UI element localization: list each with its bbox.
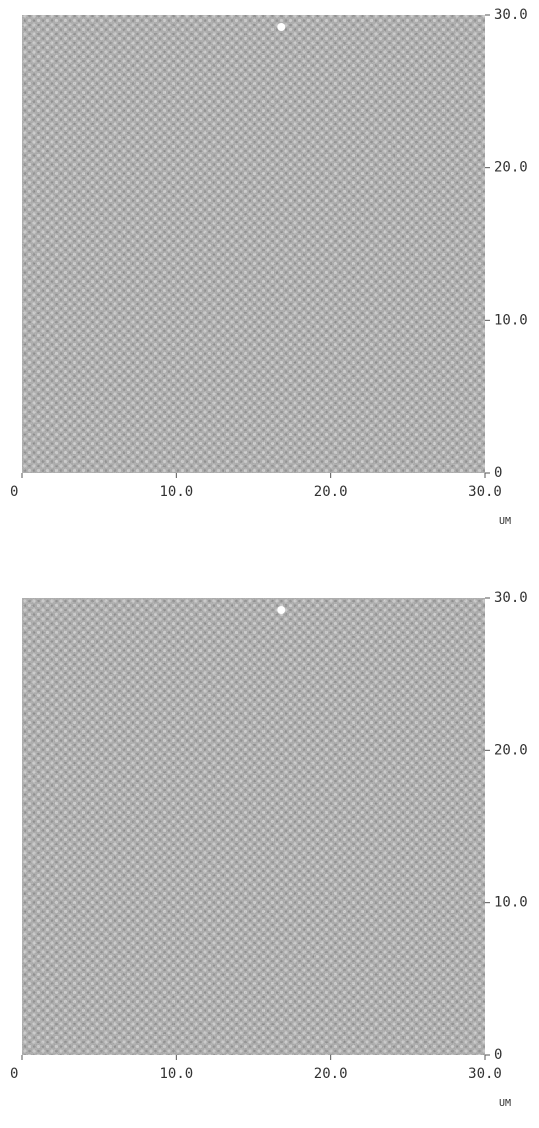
x-tick-label: 20.0: [314, 484, 348, 500]
y-tick-label: 0: [494, 1047, 502, 1063]
y-tick-label: 20.0: [494, 160, 528, 176]
scan-image: [22, 598, 485, 1055]
y-tick-label: 30.0: [494, 590, 528, 606]
y-tick-label: 10.0: [494, 312, 528, 328]
x-tick-label: 10.0: [159, 1066, 193, 1082]
bright-spot: [277, 606, 285, 614]
x-tick-label: 0: [10, 484, 18, 500]
grain: [22, 598, 485, 1055]
y-tick-label: 20.0: [494, 742, 528, 758]
figure: 0 10.0 20.0 30.0 0 10.0 20.0 30.0 UM 0 10.0 20.0 30.…: [0, 0, 539, 1124]
grain: [22, 15, 485, 473]
y-tick-label: 30.0: [494, 7, 528, 23]
x-tick-label: 0: [10, 1066, 18, 1082]
bright-spot: [277, 23, 285, 31]
x-tick-label: 30.0: [468, 1066, 502, 1082]
x-tick-label: 30.0: [468, 484, 502, 500]
x-axis-unit: UM: [499, 516, 511, 527]
y-tick-label: 0: [494, 465, 502, 481]
scan-image: [22, 15, 485, 473]
x-tick-label: 10.0: [159, 484, 193, 500]
y-tick-label: 10.0: [494, 895, 528, 911]
x-tick-label: 20.0: [314, 1066, 348, 1082]
x-axis-unit: UM: [499, 1098, 511, 1109]
